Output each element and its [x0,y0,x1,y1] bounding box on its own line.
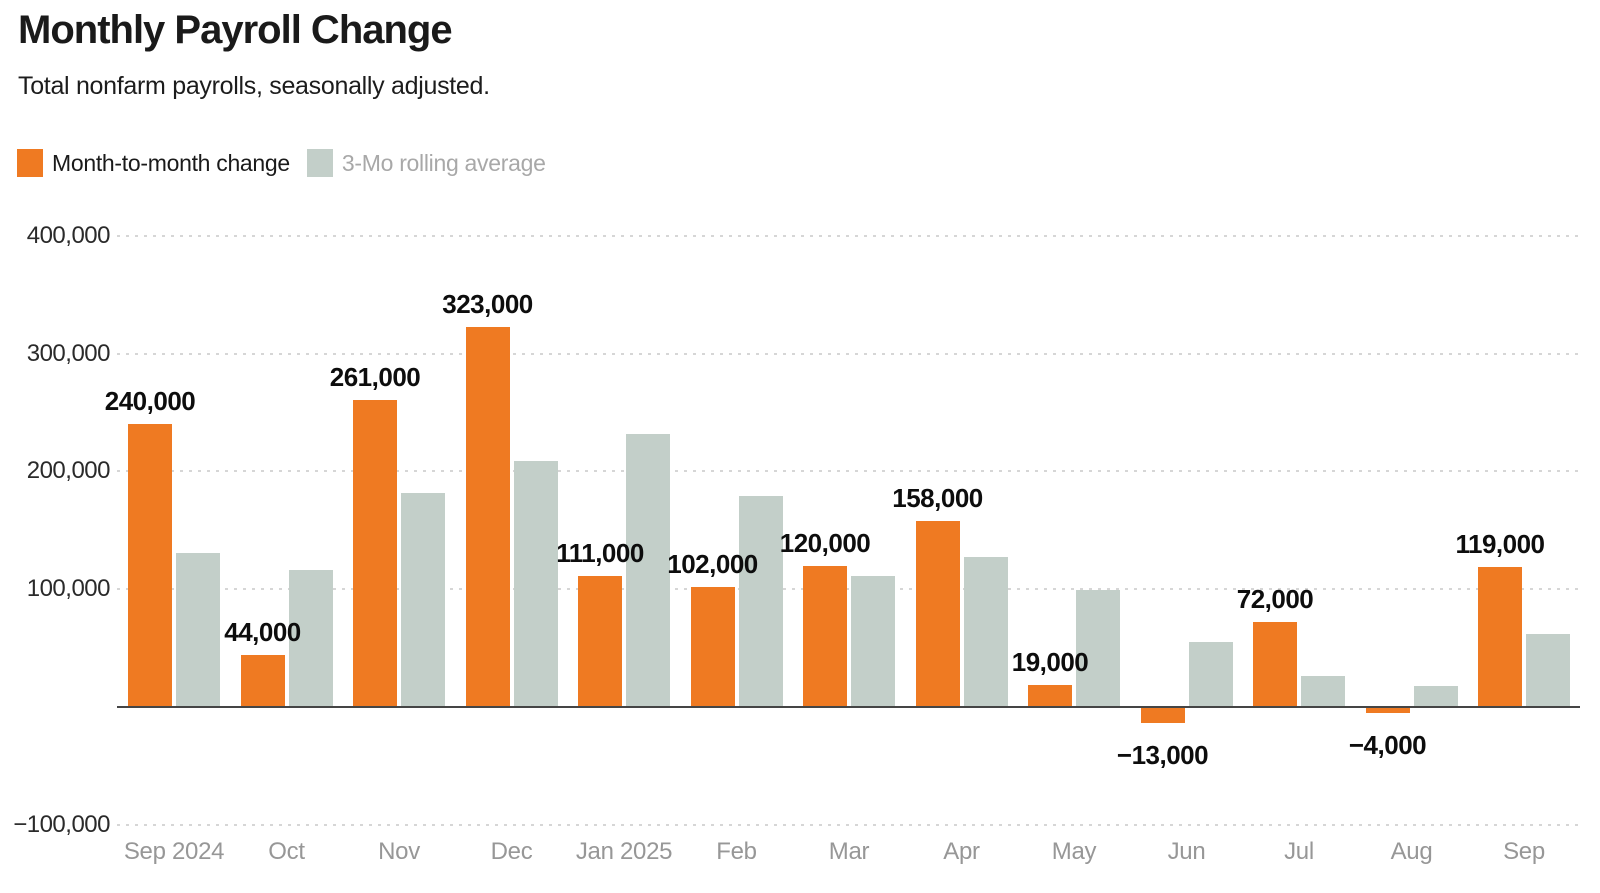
bar-rolling-average-nov [401,492,445,707]
value-label-jul: 72,000 [1236,584,1314,615]
x-axis-tick-label: Jan 2025 [575,838,673,865]
y-axis-tick-label: 400,000 [26,221,111,249]
value-label-aug: −4,000 [1348,729,1427,760]
value-label-dec: 323,000 [442,288,533,319]
value-label-apr: 158,000 [892,482,983,513]
bar-rolling-average-oct [288,570,333,707]
bar-month-to-month-sep-2024 [128,424,172,707]
value-label-oct: 44,000 [224,617,301,648]
legend-label-rolling-average: 3-Mo rolling average [341,149,546,176]
chart-legend: Month-to-month change 3-Mo rolling avera… [17,149,546,177]
value-label-nov: 261,000 [329,361,421,392]
x-axis-tick-label: May [1051,838,1097,865]
x-axis-tick-label: Aug [1390,838,1433,865]
x-axis-tick-label: Apr [943,838,980,865]
bar-rolling-average-jul [1301,676,1345,707]
page-title: Monthly Payroll Change [18,8,453,52]
y-axis-tick-label: −100,000 [13,810,110,838]
value-label-mar: 120,000 [779,527,871,558]
bar-rolling-average-dec [513,460,558,707]
bar-month-to-month-jan-2025 [578,576,622,707]
bar-rolling-average-sep-2024 [176,552,220,707]
legend-swatch-orange-icon [17,149,43,177]
gridline-100000 [117,588,1580,591]
x-axis-tick-label: Dec [490,838,533,865]
x-axis-tick-label: Feb [716,838,757,865]
gridline-400000 [117,234,1580,237]
bar-month-to-month-dec [465,326,510,707]
bar-rolling-average-apr [963,557,1008,707]
value-label-sep-2024: 240,000 [104,386,196,417]
value-label-sep: 119,000 [1455,528,1545,559]
bar-rolling-average-mar [851,576,895,707]
x-axis-tick-label: Jul [1284,838,1314,865]
bar-rolling-average-sep [1526,633,1570,707]
gridline-200000 [117,470,1580,473]
bar-rolling-average-may [1076,590,1120,707]
bar-month-to-month-mar [803,565,847,707]
bar-month-to-month-jul [1253,622,1297,707]
x-axis-tick-label: Mar [828,838,870,865]
bar-month-to-month-nov [353,399,397,707]
x-axis-tick-label: Sep [1503,838,1545,865]
bar-month-to-month-feb [690,586,735,707]
bar-month-to-month-apr [915,520,960,707]
bar-rolling-average-aug [1413,685,1458,707]
legend-item-month-to-month: Month-to-month change [17,149,290,177]
x-axis-tick-label: Nov [378,838,420,865]
value-label-feb: 102,000 [667,548,758,579]
legend-item-rolling-average: 3-Mo rolling average [306,149,546,177]
bar-rolling-average-jun [1188,642,1233,707]
y-axis-tick-label: 100,000 [26,575,111,603]
x-axis-tick-label: Jun [1167,838,1206,865]
gridline-300000 [117,352,1580,355]
bar-rolling-average-feb [738,496,783,707]
y-axis-tick-label: 300,000 [26,339,111,367]
page-subtitle: Total nonfarm payrolls, seasonally adjus… [18,72,490,100]
x-axis-tick-label: Sep 2024 [123,838,225,865]
value-label-jan-2025: 111,000 [556,538,644,569]
bar-month-to-month-sep [1478,566,1522,707]
x-axis-zero-line [117,706,1580,708]
legend-swatch-gray-icon [306,149,333,177]
gridline--100000 [117,823,1580,826]
value-label-may: 19,000 [1011,646,1089,677]
bar-month-to-month-aug [1365,708,1410,713]
bar-month-to-month-may [1028,684,1072,707]
bar-month-to-month-jun [1140,708,1185,724]
y-axis-tick-label: 200,000 [26,457,111,485]
value-label-jun: −13,000 [1116,740,1209,771]
bar-month-to-month-oct [240,655,285,707]
bar-rolling-average-jan-2025 [626,433,670,707]
x-axis-tick-label: Oct [268,838,305,865]
legend-label-month-to-month: Month-to-month change [52,149,290,176]
